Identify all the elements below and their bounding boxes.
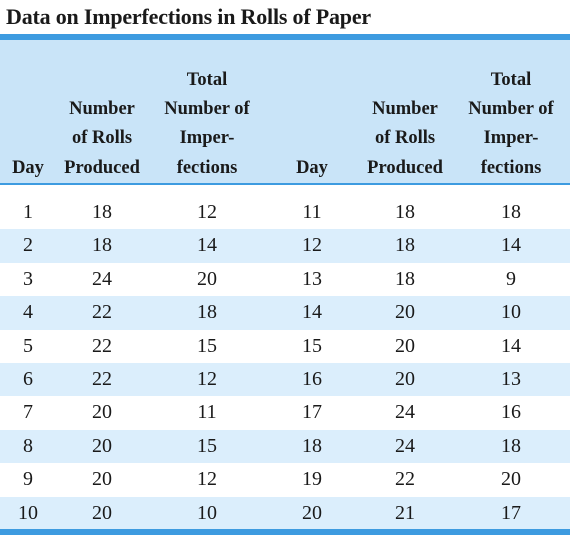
cell-day: 14 [302,301,322,324]
cell-day: 17 [302,401,322,424]
cell-day: 16 [302,367,322,390]
cell-day: 11 [302,201,322,223]
cell-rolls: 20 [395,301,415,324]
table-row: 3 24 20 13 18 9 [0,263,570,296]
header-day-left: Day [12,157,44,178]
cell-day: 1 [23,201,33,223]
cell-day: 5 [23,334,33,357]
cell-day: 2 [23,234,33,257]
table-row: 9 20 12 19 22 20 [0,463,570,496]
cell-imperfections: 17 [501,501,521,524]
cell-imperfections: 14 [197,234,217,257]
cell-rolls: 22 [92,367,112,390]
table-body: 1 18 12 11 18 18 2 18 14 12 18 14 3 24 2… [0,196,570,530]
header-rolls-right: Number of Rolls Produced [367,99,443,178]
cell-day: 20 [302,501,322,524]
header-imperfections-left: Total Number of Imper- fections [164,69,250,178]
table-row: 4 22 18 14 20 10 [0,296,570,330]
cell-day: 18 [302,434,322,457]
cell-imperfections: 12 [197,367,217,390]
table-row: 1 18 12 11 18 18 [0,196,570,229]
cell-day: 10 [18,501,38,524]
table-row: 6 22 12 16 20 13 [0,362,570,397]
cell-imperfections: 18 [501,201,521,223]
cell-rolls: 20 [92,401,112,424]
cell-rolls: 20 [92,468,112,491]
cell-imperfections: 20 [197,267,217,290]
cell-rolls: 20 [92,501,112,524]
header-rolls-left: Number of Rolls Produced [64,99,140,178]
cell-rolls: 20 [92,434,112,457]
cell-rolls: 20 [395,367,415,390]
cell-imperfections: 12 [197,201,217,223]
cell-rolls: 22 [395,468,415,491]
cell-imperfections: 14 [501,234,521,257]
table-row: 10 20 10 20 21 17 [0,496,570,530]
cell-day: 13 [302,267,322,290]
cell-day: 3 [23,267,33,290]
top-rule [0,34,570,40]
cell-rolls: 18 [395,267,415,290]
cell-day: 4 [23,301,33,324]
cell-rolls: 18 [92,234,112,257]
cell-day: 19 [302,468,322,491]
cell-imperfections: 10 [197,501,217,524]
cell-imperfections: 9 [506,267,516,290]
cell-imperfections: 12 [197,468,217,491]
cell-imperfections: 14 [501,334,521,357]
cell-day: 7 [23,401,33,424]
bottom-rule [0,529,570,535]
cell-day: 12 [302,234,322,257]
cell-imperfections: 18 [197,301,217,324]
cell-rolls: 22 [92,301,112,324]
cell-imperfections: 18 [501,434,521,457]
table-row: 7 20 11 17 24 16 [0,396,570,429]
cell-imperfections: 13 [501,367,521,390]
cell-day: 8 [23,434,33,457]
table-title: Data on Imperfections in Rolls of Paper [6,4,371,29]
cell-rolls: 20 [395,334,415,357]
cell-day: 15 [302,334,322,357]
cell-imperfections: 10 [501,301,521,324]
header-day-right: Day [296,157,328,178]
table-row: 5 22 15 15 20 14 [0,330,570,363]
cell-imperfections: 16 [501,401,521,424]
cell-rolls: 18 [395,201,415,223]
table-header: Day Number of Rolls Produced Total Numbe… [0,40,570,183]
table-row: 8 20 15 18 24 18 [0,429,570,464]
cell-imperfections: 15 [197,434,217,457]
cell-imperfections: 15 [197,334,217,357]
cell-day: 9 [23,468,33,491]
cell-rolls: 24 [395,401,415,424]
cell-imperfections: 20 [501,468,521,491]
cell-rolls: 21 [395,501,415,524]
header-rule [0,183,570,185]
table-row: 2 18 14 12 18 14 [0,229,570,263]
cell-rolls: 24 [395,434,415,457]
cell-day: 6 [23,367,33,390]
cell-imperfections: 11 [197,401,217,424]
header-imperfections-right: Total Number of Imper- fections [468,69,554,178]
cell-rolls: 18 [92,201,112,223]
cell-rolls: 22 [92,334,112,357]
cell-rolls: 18 [395,234,415,257]
cell-rolls: 24 [92,267,112,290]
